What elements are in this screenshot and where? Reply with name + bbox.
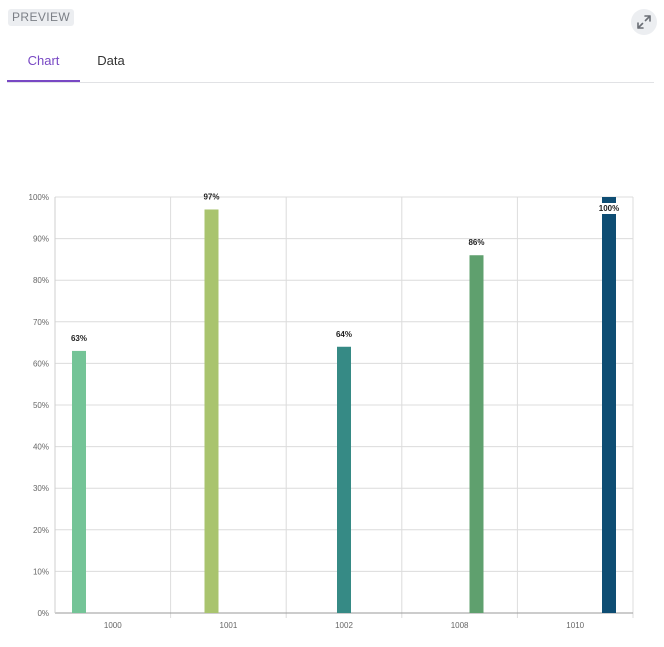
bar[interactable]	[602, 197, 616, 613]
data-label: 86%	[468, 238, 484, 247]
y-tick-label: 100%	[29, 193, 49, 202]
chart-labels: 0% 10% 20% 30% 40% 50% 60% 70% 80% 90% 100% 63% 1000…	[29, 192, 620, 630]
bar[interactable]	[72, 350, 86, 613]
bar[interactable]	[469, 255, 484, 614]
x-tick-label: 1010	[566, 621, 584, 630]
y-tick-label: 10%	[33, 567, 49, 576]
y-tick-label: 20%	[33, 526, 49, 535]
y-tick-label: 40%	[33, 443, 49, 452]
y-tick-label: 30%	[33, 484, 49, 493]
x-tick-label: 1002	[335, 621, 353, 630]
y-tick-label: 90%	[33, 235, 49, 244]
y-tick-label: 80%	[33, 276, 49, 285]
preview-badge: PREVIEW	[8, 9, 75, 26]
bar[interactable]	[204, 209, 219, 614]
data-label: 100%	[599, 204, 619, 213]
x-tick-label: 1001	[220, 621, 238, 630]
y-tick-label: 0%	[37, 609, 49, 618]
chart-bars	[72, 197, 616, 614]
x-tick-label: 1000	[104, 621, 122, 630]
y-tick-label: 70%	[33, 318, 49, 327]
expand-icon	[637, 15, 651, 29]
data-label-backdrop	[598, 203, 620, 214]
tab-data[interactable]: Data	[97, 53, 125, 68]
tab-bar: Chart Data	[7, 44, 654, 83]
y-tick-label: 50%	[33, 401, 49, 410]
chart-grid	[54, 196, 634, 618]
x-tick-label: 1008	[451, 621, 469, 630]
tab-chart[interactable]: Chart	[7, 44, 80, 82]
data-label: 63%	[71, 334, 87, 343]
bar[interactable]	[337, 346, 351, 613]
data-label: 97%	[203, 192, 219, 201]
data-label: 64%	[336, 330, 352, 339]
y-tick-label: 60%	[33, 359, 49, 368]
expand-button[interactable]	[631, 9, 657, 35]
